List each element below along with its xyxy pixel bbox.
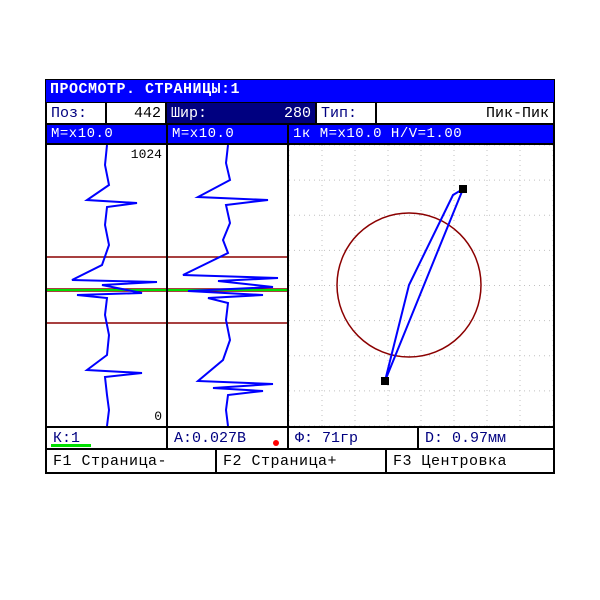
header-mid: М=х10.0 bbox=[167, 124, 288, 144]
chart-headers: М=х10.0 М=х10.0 1к М=х10.0 H/V=1.00 bbox=[46, 124, 554, 144]
title-text: ПРОСМОТР. СТРАНИЦЫ:1 bbox=[50, 81, 240, 98]
title-bar: ПРОСМОТР. СТРАНИЦЫ:1 bbox=[46, 80, 554, 102]
charts-area: 1024 0 bbox=[46, 144, 554, 427]
width-label: Шир: bbox=[171, 105, 207, 122]
header-right: 1к М=х10.0 H/V=1.00 bbox=[288, 124, 554, 144]
waveform-chart-left[interactable]: 1024 0 bbox=[46, 144, 167, 427]
width-value: 280 bbox=[284, 105, 311, 122]
pos-label: Поз: bbox=[46, 102, 106, 124]
f2-button[interactable]: F2 Страница+ bbox=[216, 449, 386, 473]
waveform-chart-mid[interactable] bbox=[167, 144, 288, 427]
f1-button[interactable]: F1 Страница- bbox=[46, 449, 216, 473]
function-keys: F1 Страница- F2 Страница+ F3 Центровка bbox=[46, 449, 554, 473]
app-window: ПРОСМОТР. СТРАНИЦЫ:1 Поз: 442 Шир: 280 Т… bbox=[45, 79, 555, 474]
type-value[interactable]: Пик-Пик bbox=[376, 102, 554, 124]
status-phi: Ф: 71гр bbox=[288, 427, 418, 449]
info-row: Поз: 442 Шир: 280 Тип: Пик-Пик bbox=[46, 102, 554, 124]
header-left: М=х10.0 bbox=[46, 124, 167, 144]
status-d: D: 0.97мм bbox=[418, 427, 554, 449]
polar-chart[interactable] bbox=[288, 144, 554, 427]
status-dot-icon bbox=[273, 440, 279, 446]
f3-button[interactable]: F3 Центровка bbox=[386, 449, 554, 473]
status-row: К:1 А:0.027В Ф: 71гр D: 0.97мм bbox=[46, 427, 554, 449]
type-label: Тип: bbox=[316, 102, 376, 124]
pos-value[interactable]: 442 bbox=[106, 102, 166, 124]
status-k-bar bbox=[51, 444, 91, 447]
status-a-text: А:0.027В bbox=[174, 430, 246, 447]
status-k: К:1 bbox=[46, 427, 167, 449]
status-a: А:0.027В bbox=[167, 427, 288, 449]
width-field[interactable]: Шир: 280 bbox=[166, 102, 316, 124]
